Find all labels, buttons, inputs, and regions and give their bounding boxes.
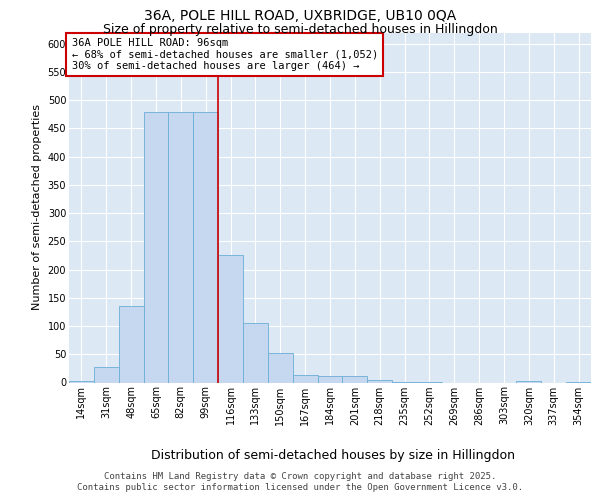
Text: 36A POLE HILL ROAD: 96sqm
← 68% of semi-detached houses are smaller (1,052)
30% : 36A POLE HILL ROAD: 96sqm ← 68% of semi-… [71, 38, 378, 71]
Bar [94, 368, 119, 382]
Bar [143, 112, 169, 382]
Bar [517, 381, 541, 382]
Text: Contains HM Land Registry data © Crown copyright and database right 2025.
Contai: Contains HM Land Registry data © Crown c… [77, 472, 523, 492]
Bar [268, 353, 293, 382]
Text: 36A, POLE HILL ROAD, UXBRIDGE, UB10 0QA: 36A, POLE HILL ROAD, UXBRIDGE, UB10 0QA [144, 9, 456, 23]
Bar [69, 381, 94, 382]
Bar [293, 374, 317, 382]
Text: Distribution of semi-detached houses by size in Hillingdon: Distribution of semi-detached houses by … [151, 448, 515, 462]
Text: Size of property relative to semi-detached houses in Hillingdon: Size of property relative to semi-detach… [103, 22, 497, 36]
Bar [367, 380, 392, 382]
Y-axis label: Number of semi-detached properties: Number of semi-detached properties [32, 104, 42, 310]
Bar [317, 376, 343, 382]
Bar [193, 112, 218, 382]
Bar [218, 256, 243, 382]
Bar [169, 112, 193, 382]
Bar [243, 323, 268, 382]
Bar [119, 306, 143, 382]
Bar [343, 376, 367, 382]
